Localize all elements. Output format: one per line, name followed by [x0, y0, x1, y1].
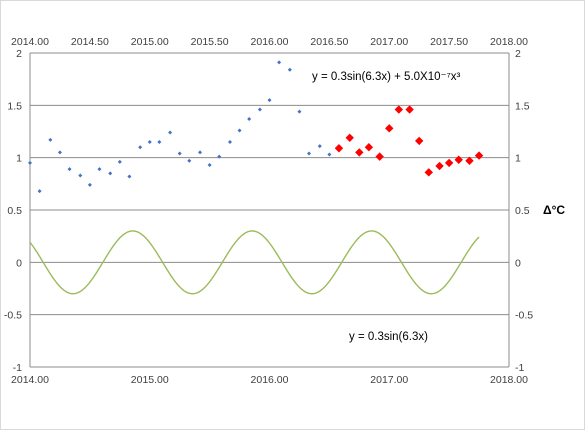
- blue-data-point: [87, 182, 92, 187]
- x-bottom-tick-label: 2018.00: [490, 374, 528, 386]
- blue-data-point: [217, 154, 222, 159]
- red-data-point: [454, 155, 463, 164]
- lower-equation-label: y = 0.3sin(6.3x): [349, 331, 428, 343]
- x-top-tick-label: 2018.00: [490, 36, 528, 48]
- blue-data-point: [277, 60, 282, 65]
- y-tick-label: 1: [16, 153, 22, 165]
- red-data-point: [355, 148, 364, 157]
- upper-equation-label: y = 0.3sin(6.3x) + 5.0X10⁻⁷x³: [312, 71, 460, 83]
- red-data-point: [334, 144, 344, 153]
- blue-data-point: [48, 137, 53, 142]
- y-tick-label: 1.5: [7, 100, 22, 112]
- x-top-tick-label: 2014.50: [71, 36, 109, 48]
- blue-data-point: [168, 130, 173, 135]
- blue-data-point: [37, 189, 42, 194]
- y2-tick-label: -0.5: [515, 310, 533, 322]
- sine-curve-line: [29, 230, 480, 295]
- blue-data-point: [317, 144, 322, 149]
- blue-data-point: [177, 151, 182, 156]
- y2-tick-label: 0.5: [515, 205, 530, 217]
- y2-tick-label: 0: [515, 257, 521, 269]
- x-top-tick-label: 2016.50: [310, 36, 348, 48]
- blue-data-point: [97, 167, 102, 172]
- blue-data-point: [28, 160, 32, 165]
- blue-data-point: [157, 139, 162, 144]
- blue-data-point: [117, 159, 122, 164]
- x-top-tick-label: 2017.50: [430, 36, 468, 48]
- red-data-point: [405, 105, 414, 114]
- blue-data-point: [297, 109, 302, 114]
- blue-data-point: [287, 67, 292, 72]
- blue-data-point: [257, 107, 262, 112]
- y2-tick-label: 1.5: [515, 100, 530, 112]
- blue-data-point: [147, 139, 152, 144]
- x-bottom-tick-label: 2014.00: [11, 374, 49, 386]
- red-data-point: [375, 152, 384, 161]
- x-bottom-tick-label: 2015.00: [131, 374, 169, 386]
- right-axis-label: Δ°C: [543, 203, 565, 217]
- y-tick-label: 0.5: [7, 205, 22, 217]
- red-data-point: [345, 133, 354, 142]
- y2-tick-label: -1: [515, 362, 524, 374]
- blue-data-point: [67, 167, 72, 172]
- y-tick-label: -1: [13, 362, 22, 374]
- blue-data-point: [57, 150, 62, 155]
- red-data-point: [465, 156, 474, 166]
- blue-data-point: [267, 98, 272, 103]
- red-data-point: [424, 168, 433, 177]
- blue-data-point: [207, 162, 212, 167]
- blue-data-point: [78, 173, 83, 178]
- blue-data-point: [247, 116, 252, 121]
- blue-data-point: [237, 128, 242, 133]
- y-tick-label: -0.5: [4, 310, 22, 322]
- x-top-tick-label: 2016.00: [251, 36, 289, 48]
- red-data-point: [394, 105, 404, 114]
- y-tick-label: 0: [16, 257, 22, 269]
- blue-data-point: [327, 152, 332, 157]
- x-bottom-tick-label: 2016.00: [251, 374, 289, 386]
- x-top-tick-label: 2015.50: [191, 36, 229, 48]
- x-bottom-tick-label: 2017.00: [370, 374, 408, 386]
- point-layer: [28, 60, 484, 194]
- x-top-tick-label: 2014.00: [11, 36, 49, 48]
- red-data-point: [435, 161, 444, 171]
- red-data-point: [444, 158, 454, 168]
- red-data-point: [474, 151, 484, 160]
- blue-data-point: [307, 151, 312, 156]
- blue-data-point: [138, 145, 143, 150]
- blue-data-point: [187, 158, 192, 163]
- y2-tick-label: 2: [515, 48, 521, 60]
- curve-layer: [29, 230, 480, 295]
- y-tick-label: 2: [16, 48, 22, 60]
- red-data-point: [364, 143, 374, 152]
- red-data-point: [385, 124, 394, 133]
- blue-data-point: [227, 139, 232, 144]
- blue-data-point: [198, 150, 203, 155]
- gridlines: [29, 52, 510, 368]
- blue-data-point: [127, 174, 132, 179]
- x-top-tick-label: 2015.00: [131, 36, 169, 48]
- red-data-point: [414, 136, 424, 146]
- y2-tick-label: 1: [515, 153, 521, 165]
- x-top-tick-label: 2017.00: [370, 36, 408, 48]
- blue-data-point: [108, 171, 113, 176]
